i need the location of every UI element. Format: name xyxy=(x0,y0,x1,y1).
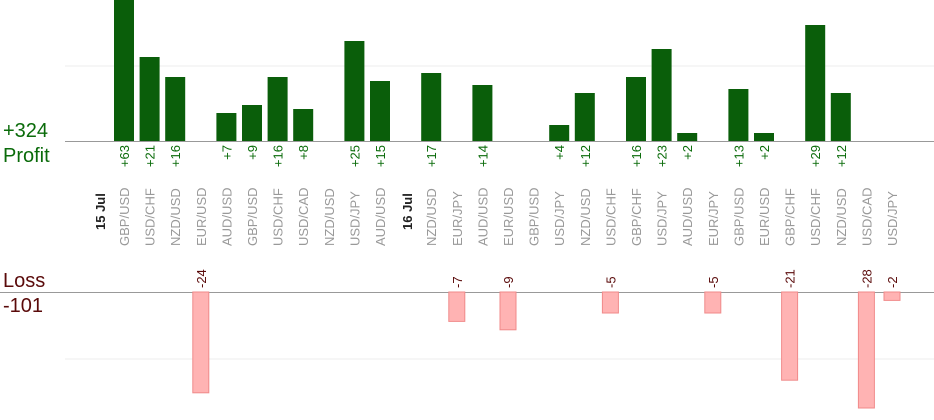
loss-label: Loss xyxy=(3,270,46,292)
profit-bar xyxy=(421,73,442,141)
loss-value-label: -28 xyxy=(859,269,874,288)
profit-value-label: +25 xyxy=(347,145,362,167)
profit-value-label: +13 xyxy=(731,145,746,167)
profit-bar xyxy=(549,125,570,141)
pair-label: NZD/USD xyxy=(168,188,183,246)
loss-value-label: -9 xyxy=(501,276,516,288)
pair-label: EUR/USD xyxy=(501,187,516,246)
pair-label: USD/CHF xyxy=(808,188,823,246)
profit-bar xyxy=(267,77,288,141)
pair-label: NZD/USD xyxy=(834,188,849,246)
loss-value-label: -2 xyxy=(885,276,900,288)
pair-label: GBP/USD xyxy=(245,187,260,246)
pair-label: AUD/USD xyxy=(373,187,388,246)
pair-label: EUR/JPY xyxy=(706,191,721,246)
loss-bar xyxy=(704,291,722,314)
pair-label: USD/JPY xyxy=(885,191,900,246)
profit-value-label: +14 xyxy=(475,145,490,167)
loss-value-label: -5 xyxy=(603,276,618,288)
pair-label: NZD/USD xyxy=(322,188,337,246)
profit-value-label: +7 xyxy=(219,145,234,160)
pair-label: AUD/USD xyxy=(219,187,234,246)
profit-bar xyxy=(293,109,314,141)
pair-label: USD/CHF xyxy=(603,188,618,246)
profit-bar xyxy=(344,41,365,141)
loss-bar xyxy=(857,291,875,409)
pair-label: EUR/USD xyxy=(757,187,772,246)
loss-total: -101 xyxy=(3,295,44,317)
pair-label: USD/JPY xyxy=(655,191,670,246)
profit-bar xyxy=(754,133,774,141)
profit-value-label: +2 xyxy=(680,145,695,160)
loss-value-label: -7 xyxy=(450,276,465,288)
pair-label: NZD/USD xyxy=(424,188,439,246)
pair-label: USD/JPY xyxy=(347,191,362,246)
profit-value-label: +16 xyxy=(271,145,286,167)
pair-label: GBP/CHF xyxy=(629,188,644,246)
pair-label: GBP/USD xyxy=(117,187,132,246)
profit-bar xyxy=(139,57,160,141)
pair-label: AUD/USD xyxy=(680,187,695,246)
loss-bar xyxy=(601,291,619,314)
loss-value-label: -5 xyxy=(706,276,721,288)
profit-value-label: +12 xyxy=(834,145,849,167)
loss-value-label: -21 xyxy=(783,269,798,288)
profit-value-label: +4 xyxy=(552,145,567,160)
profit-bar xyxy=(114,0,134,141)
pair-label: USD/CHF xyxy=(271,188,286,246)
date-label: 16 Jul xyxy=(400,193,415,230)
profit-value-label: +29 xyxy=(808,145,823,167)
pair-label: NZD/USD xyxy=(578,188,593,246)
pair-label: GBP/CHF xyxy=(783,188,798,246)
pair-label: USD/CAD xyxy=(296,187,311,246)
profit-bar xyxy=(216,113,237,141)
profit-value-label: +23 xyxy=(655,145,670,167)
profit-bar xyxy=(728,89,749,141)
profit-value-label: +2 xyxy=(757,145,772,160)
profit-label: Profit xyxy=(3,145,50,167)
pair-label: EUR/JPY xyxy=(450,191,465,246)
profit-value-label: +8 xyxy=(296,145,311,160)
pair-label: USD/JPY xyxy=(552,191,567,246)
loss-bar xyxy=(781,291,799,381)
profit-bar xyxy=(370,81,390,141)
pair-label: GBP/USD xyxy=(527,187,542,246)
pair-label: USD/CHF xyxy=(143,188,158,246)
profit-bar xyxy=(626,77,646,141)
profit-value-label: +63 xyxy=(117,145,132,167)
pair-label: AUD/USD xyxy=(475,187,490,246)
profit-value-label: +15 xyxy=(373,145,388,167)
profit-bar xyxy=(574,93,595,141)
loss-bar xyxy=(499,291,517,331)
profit-total: +324 xyxy=(3,120,49,142)
date-label: 15 Jul xyxy=(93,193,108,230)
profit-value-label: +12 xyxy=(578,145,593,167)
profit-value-label: +21 xyxy=(143,145,158,167)
profit-value-label: +16 xyxy=(168,145,183,167)
profit-value-label: +9 xyxy=(245,145,260,160)
loss-bar xyxy=(448,291,466,322)
pair-label: GBP/USD xyxy=(731,187,746,246)
profit-bar xyxy=(677,133,698,141)
pair-label: EUR/USD xyxy=(194,187,209,246)
loss-bar xyxy=(192,291,210,394)
profit-bar xyxy=(651,49,672,141)
loss-bar xyxy=(883,291,901,301)
loss-value-label: -24 xyxy=(194,269,209,288)
profit-value-label: +17 xyxy=(424,145,439,167)
profit-value-label: +16 xyxy=(629,145,644,167)
profit-bar xyxy=(472,85,493,141)
profit-bar xyxy=(830,93,851,141)
profit-bar xyxy=(242,105,262,141)
pair-label: USD/CAD xyxy=(859,187,874,246)
profit-bar xyxy=(165,77,186,141)
profit-bar xyxy=(805,25,826,141)
